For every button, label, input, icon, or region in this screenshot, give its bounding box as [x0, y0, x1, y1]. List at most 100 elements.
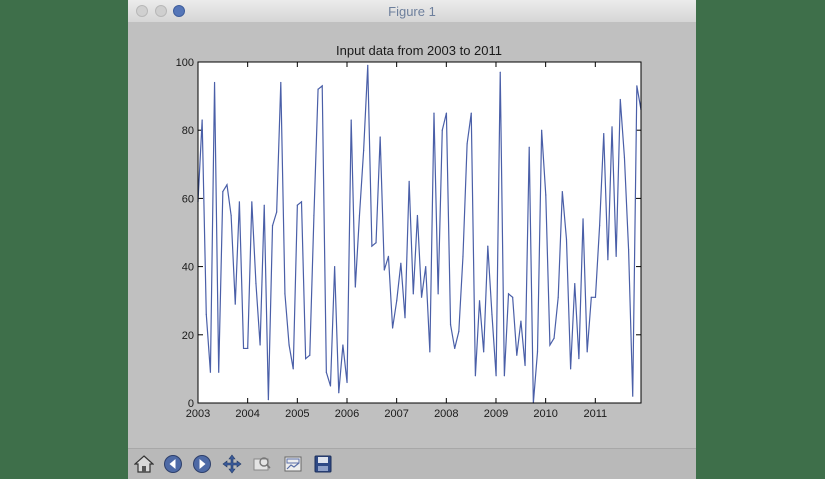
data-point: [483, 351, 485, 353]
zoom-rect-icon: [253, 457, 271, 471]
data-point: [350, 119, 352, 121]
y-tick-label: 60: [182, 193, 194, 205]
data-point: [499, 71, 501, 73]
navigation-toolbar: [128, 448, 696, 479]
data-point: [599, 225, 601, 227]
data-point: [441, 129, 443, 131]
data-point: [425, 266, 427, 268]
data-point: [541, 129, 543, 131]
data-point: [255, 283, 257, 285]
chart-title: Input data from 2003 to 2011: [336, 43, 502, 58]
data-point: [267, 398, 269, 401]
data-point: [205, 313, 207, 315]
data-point: [342, 344, 344, 346]
data-point: [615, 255, 617, 257]
forward-button[interactable]: [190, 452, 214, 476]
data-point: [391, 327, 394, 329]
data-point: [429, 351, 431, 353]
data-point: [338, 392, 340, 394]
data-point: [445, 112, 448, 114]
data-point: [623, 156, 626, 159]
data-point: [536, 351, 539, 353]
data-point: [346, 381, 348, 384]
data-point: [474, 375, 476, 377]
figure-window: Figure 1 0 20 40 60 80 100 2003 2004 2005 2006 200…: [128, 0, 696, 479]
series-line: [197, 65, 642, 404]
line-chart: 0 20 40 60 80 100 2003 2004 2005 2006 2007 2008 2009…: [128, 22, 696, 448]
axes-frame: [197, 61, 642, 404]
forward-arrow-icon: [193, 455, 211, 473]
data-point: [363, 150, 365, 152]
data-point: [619, 98, 621, 101]
data-point: [329, 385, 332, 387]
data-point: [251, 201, 253, 203]
data-point: [383, 269, 385, 271]
data-point: [238, 201, 240, 203]
subplots-icon: [284, 456, 302, 472]
data-point: [570, 368, 572, 370]
data-point: [545, 194, 547, 196]
pan-arrows-icon: [222, 454, 242, 474]
data-point: [230, 214, 232, 217]
data-point: [375, 242, 377, 244]
data-point: [549, 344, 551, 346]
x-tick-label: 2009: [484, 408, 508, 420]
data-point: [433, 112, 435, 114]
back-arrow-icon: [164, 455, 182, 473]
data-point: [280, 81, 282, 84]
minimize-window-button[interactable]: [155, 5, 167, 17]
x-tick-label: 2004: [235, 408, 259, 420]
data-point: [627, 248, 630, 251]
save-disk-icon: [314, 455, 332, 473]
data-point: [288, 344, 290, 346]
zoom-window-button[interactable]: [173, 5, 185, 17]
data-point: [201, 119, 203, 121]
x-tick-label: 2006: [335, 408, 359, 420]
data-point: [462, 255, 464, 257]
data-point: [520, 320, 522, 322]
data-point: [309, 354, 311, 356]
x-tick-label: 2010: [533, 408, 557, 420]
data-point: [209, 371, 212, 373]
data-point: [487, 245, 489, 247]
data-point: [458, 330, 460, 332]
data-point: [466, 143, 468, 145]
data-point: [263, 204, 265, 206]
data-point: [325, 371, 327, 373]
back-button[interactable]: [161, 452, 185, 476]
data-point: [358, 214, 361, 217]
data-point: [412, 293, 414, 295]
data-point: [296, 204, 298, 206]
data-point: [276, 211, 278, 213]
home-button[interactable]: [132, 452, 156, 476]
data-point: [300, 201, 303, 203]
home-icon: [134, 455, 154, 473]
data-point: [396, 300, 398, 302]
y-tick-label: 20: [182, 330, 194, 342]
data-point: [400, 262, 402, 264]
zoom-button[interactable]: [250, 452, 274, 476]
close-window-button[interactable]: [136, 5, 148, 17]
data-point: [565, 238, 568, 240]
x-tick-label: 2011: [583, 408, 607, 420]
x-tick-label: 2003: [186, 408, 210, 420]
data-point: [590, 296, 592, 298]
data-point: [334, 266, 336, 268]
data-point: [512, 296, 514, 298]
data-point: [454, 347, 456, 350]
data-point: [449, 323, 452, 326]
data-point: [321, 85, 323, 87]
data-point: [524, 364, 526, 367]
x-tick-label: 2007: [384, 408, 408, 420]
data-point: [582, 218, 584, 220]
data-point: [578, 358, 580, 360]
save-button[interactable]: [311, 452, 335, 476]
configure-subplots-button[interactable]: [281, 452, 305, 476]
y-tick-label: 0: [188, 398, 194, 410]
data-point: [437, 293, 439, 295]
pan-button[interactable]: [220, 452, 244, 476]
data-point: [586, 351, 588, 353]
data-point: [632, 395, 634, 397]
data-point: [528, 146, 530, 148]
data-point: [404, 317, 406, 319]
